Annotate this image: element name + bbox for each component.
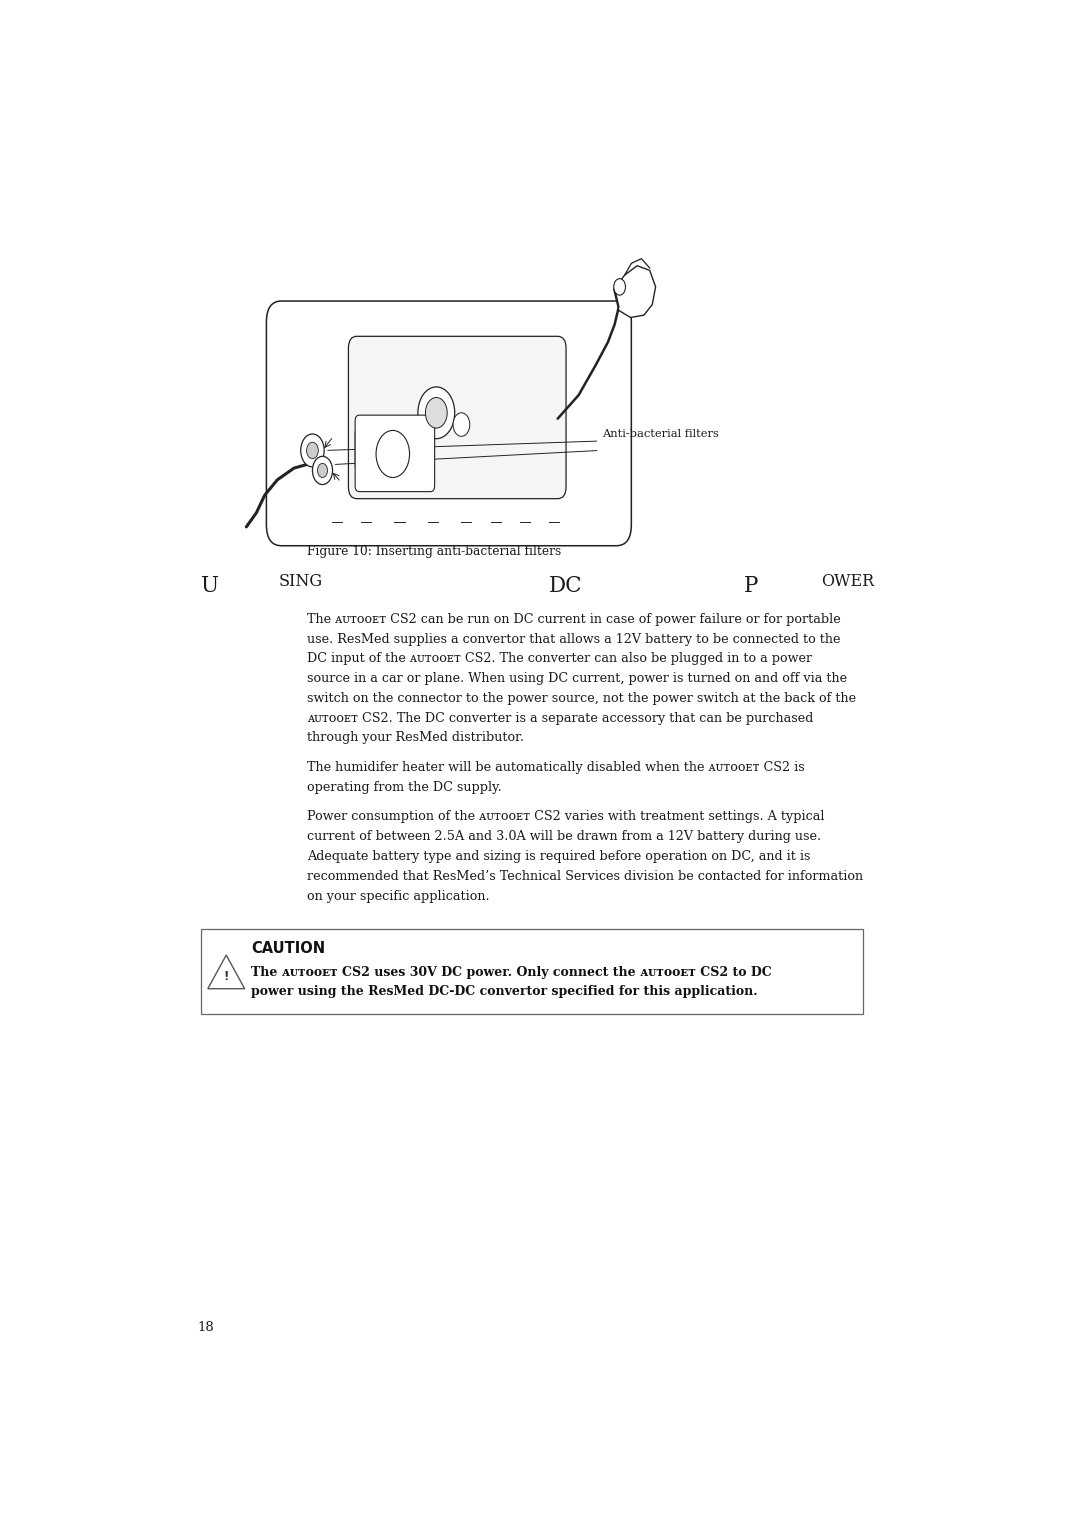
FancyBboxPatch shape — [355, 416, 434, 492]
Text: CAUTION: CAUTION — [252, 941, 325, 957]
Text: P: P — [743, 575, 758, 597]
Circle shape — [312, 457, 333, 484]
FancyBboxPatch shape — [267, 301, 632, 545]
Text: DC: DC — [549, 575, 582, 597]
Text: power using the ResMed DC-DC convertor specified for this application.: power using the ResMed DC-DC convertor s… — [252, 986, 758, 998]
Text: switch on the connector to the power source, not the power switch at the back of: switch on the connector to the power sou… — [307, 692, 855, 704]
Text: SING: SING — [279, 573, 323, 590]
Polygon shape — [613, 266, 656, 318]
Circle shape — [454, 413, 470, 437]
FancyBboxPatch shape — [355, 429, 375, 469]
Text: OWER: OWER — [821, 573, 875, 590]
Text: recommended that ResMed’s Technical Services division be contacted for informati: recommended that ResMed’s Technical Serv… — [307, 869, 863, 883]
Circle shape — [300, 434, 324, 468]
Text: operating from the DC supply.: operating from the DC supply. — [307, 781, 501, 795]
Text: U: U — [201, 575, 219, 597]
Circle shape — [307, 442, 319, 458]
FancyBboxPatch shape — [349, 336, 566, 498]
Polygon shape — [207, 955, 245, 989]
Text: !: ! — [224, 970, 229, 983]
Circle shape — [376, 431, 409, 477]
Text: Figure 10: Inserting anti-bacterial filters: Figure 10: Inserting anti-bacterial filt… — [307, 544, 561, 558]
Text: The ᴀᴜᴛᴏᴏᴇᴛ CS2 can be run on DC current in case of power failure or for portabl: The ᴀᴜᴛᴏᴏᴇᴛ CS2 can be run on DC current… — [307, 613, 840, 626]
Circle shape — [426, 397, 447, 428]
Text: Anti-bacterial filters: Anti-bacterial filters — [602, 429, 719, 439]
Text: use. ResMed supplies a convertor that allows a 12V battery to be connected to th: use. ResMed supplies a convertor that al… — [307, 633, 840, 645]
Text: DC input of the ᴀᴜᴛᴏᴏᴇᴛ CS2. The converter can also be plugged in to a power: DC input of the ᴀᴜᴛᴏᴏᴇᴛ CS2. The convert… — [307, 652, 812, 665]
Text: current of between 2.5A and 3.0A will be drawn from a 12V battery during use.: current of between 2.5A and 3.0A will be… — [307, 830, 821, 843]
Circle shape — [418, 387, 455, 439]
Text: source in a car or plane. When using DC current, power is turned on and off via : source in a car or plane. When using DC … — [307, 672, 847, 685]
Text: 18: 18 — [197, 1322, 214, 1334]
Text: through your ResMed distributor.: through your ResMed distributor. — [307, 732, 524, 744]
Text: ᴀᴜᴛᴏᴏᴇᴛ CS2. The DC converter is a separate accessory that can be purchased: ᴀᴜᴛᴏᴏᴇᴛ CS2. The DC converter is a separ… — [307, 712, 813, 724]
Text: The ᴀᴜᴛᴏᴏᴇᴛ CS2 uses 30V DC power. Only connect the ᴀᴜᴛᴏᴏᴇᴛ CS2 to DC: The ᴀᴜᴛᴏᴏᴇᴛ CS2 uses 30V DC power. Only … — [252, 966, 772, 978]
Text: on your specific application.: on your specific application. — [307, 889, 489, 903]
Circle shape — [613, 278, 625, 295]
Text: Power consumption of the ᴀᴜᴛᴏᴏᴇᴛ CS2 varies with treatment settings. A typical: Power consumption of the ᴀᴜᴛᴏᴏᴇᴛ CS2 var… — [307, 810, 824, 824]
FancyBboxPatch shape — [201, 929, 863, 1013]
Circle shape — [318, 463, 327, 477]
Text: Adequate battery type and sizing is required before operation on DC, and it is: Adequate battery type and sizing is requ… — [307, 850, 810, 863]
Text: The humidifer heater will be automatically disabled when the ᴀᴜᴛᴏᴏᴇᴛ CS2 is: The humidifer heater will be automatical… — [307, 761, 805, 775]
